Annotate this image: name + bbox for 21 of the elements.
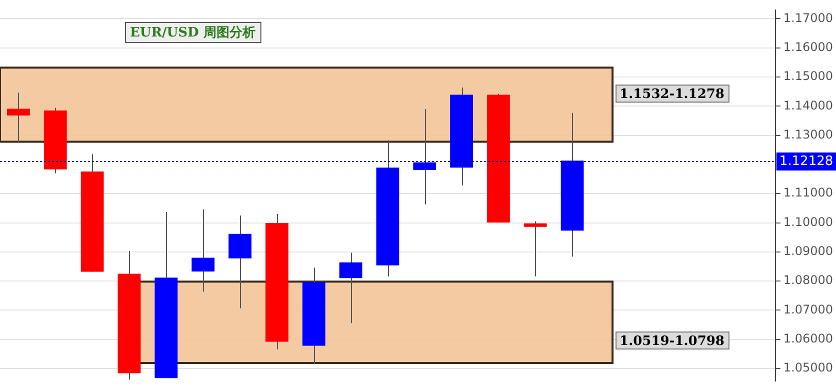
y-tick-label: 1.17000 bbox=[783, 10, 833, 25]
y-tick-label: 1.10000 bbox=[783, 214, 833, 229]
text: EUR/USD 周图分析 bbox=[130, 25, 256, 40]
y-tick-label: 1.07000 bbox=[783, 302, 833, 316]
band-label: 1.0519-1.0798 bbox=[620, 334, 724, 349]
y-tick-label: 1.14000 bbox=[783, 98, 833, 112]
y-tick-label: 1.09000 bbox=[783, 244, 833, 258]
candlestick bbox=[413, 108, 436, 205]
candlestick bbox=[524, 220, 547, 277]
y-tick-label: 1.08000 bbox=[783, 273, 833, 288]
y-tick-label: 1.06000 bbox=[783, 332, 833, 346]
ref-line-label: 1.12128 bbox=[779, 154, 834, 169]
y-tick-label: 1.13000 bbox=[783, 127, 833, 142]
candlestick bbox=[7, 92, 30, 142]
candlestick bbox=[192, 208, 215, 292]
y-tick-label: 1.11000 bbox=[783, 186, 833, 200]
y-tick-label: 1.16000 bbox=[783, 40, 833, 54]
band-label: 1.1532-1.1278 bbox=[620, 87, 724, 102]
y-tick-label: 1.05000 bbox=[783, 360, 833, 375]
y-tick-label: 1.15000 bbox=[783, 69, 833, 84]
candlestick bbox=[339, 252, 362, 324]
